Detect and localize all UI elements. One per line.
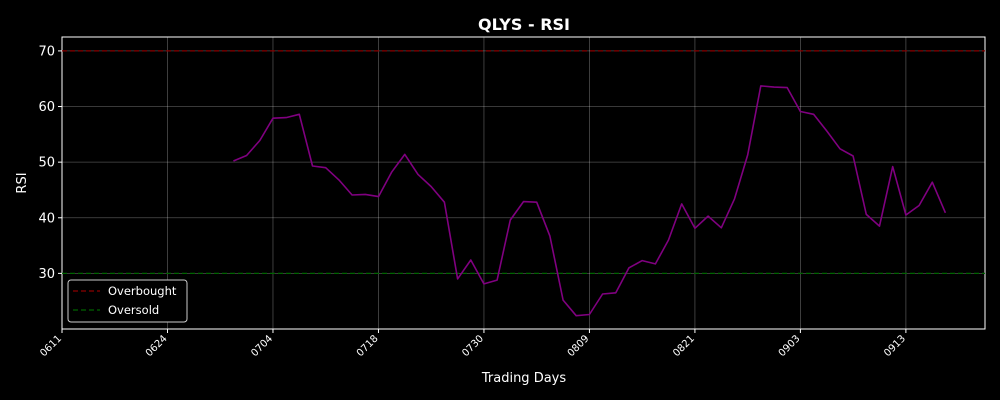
x-axis-ticks: 0611 0624 0704 0718 0730 0809 0821 0903 0913 <box>38 329 908 359</box>
chart-title: QLYS - RSI <box>478 15 570 34</box>
legend: Overbought Oversold <box>67 279 188 323</box>
plot-area <box>61 36 986 330</box>
reference-lines <box>62 50 985 274</box>
x-tick-label: 0821 <box>671 333 697 359</box>
x-tick-label: 0730 <box>460 333 486 359</box>
y-tick-label: 70 <box>38 44 55 59</box>
x-tick-label: 0624 <box>144 333 170 359</box>
x-tick-label: 0903 <box>777 333 803 359</box>
x-tick-label: 0611 <box>38 333 64 359</box>
series-layer <box>233 85 947 317</box>
y-axis-ticks: 30 40 50 60 70 <box>38 44 62 282</box>
x-tick-label: 0913 <box>882 333 908 359</box>
grid-lines <box>61 37 985 329</box>
y-tick-label: 50 <box>38 156 55 171</box>
legend-label-oversold: Oversold <box>108 303 159 317</box>
legend-label-overbought: Overbought <box>108 284 177 298</box>
y-tick-label: 40 <box>38 211 55 226</box>
x-tick-label: 0718 <box>355 333 381 359</box>
rsi-line <box>233 85 947 317</box>
x-axis-label: Trading Days <box>481 371 566 386</box>
x-tick-label: 0809 <box>566 333 592 359</box>
y-tick-label: 60 <box>38 100 55 115</box>
x-tick-label: 0704 <box>249 333 275 359</box>
y-tick-label: 30 <box>38 267 55 282</box>
y-axis-label: RSI <box>15 172 30 193</box>
